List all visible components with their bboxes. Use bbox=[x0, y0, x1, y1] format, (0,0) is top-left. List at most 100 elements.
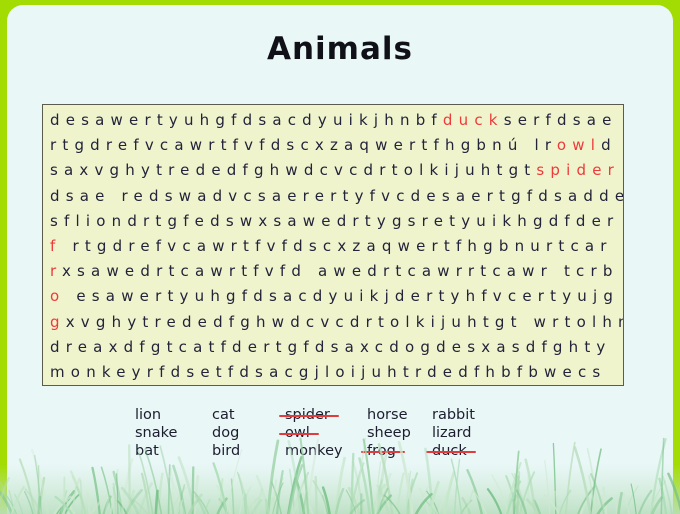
grass-blade bbox=[515, 489, 528, 514]
puzzle-letters: serfdsae bbox=[503, 111, 618, 129]
worksheet-page: Animals desawertyuhgfdsacdyuikjhnbfducks… bbox=[7, 5, 673, 514]
grass-blade bbox=[0, 476, 10, 506]
word-list-item: horse bbox=[367, 407, 408, 423]
grass-blade bbox=[376, 450, 388, 514]
grass-blade bbox=[8, 490, 15, 514]
puzzle-row: dsae redswadvcsaerertyfvcdesaertgfdsadde bbox=[50, 184, 623, 209]
grass-blade bbox=[472, 490, 487, 514]
grass-blade bbox=[53, 495, 72, 514]
found-word-letters: o bbox=[50, 287, 66, 306]
grass-blade bbox=[271, 482, 284, 514]
grass-blade bbox=[287, 464, 304, 514]
grass-blade bbox=[377, 443, 394, 514]
grass-blade bbox=[349, 462, 365, 514]
grass-blade bbox=[140, 472, 151, 514]
grass-blade bbox=[544, 460, 551, 514]
puzzle-row: o esawertyuhgfdsacdyuikjdertyhfvcertyujg bbox=[50, 284, 623, 309]
grass-blade bbox=[71, 485, 77, 514]
grass-blade bbox=[622, 492, 630, 514]
puzzle-letters: desawertyuhgfdsacdyuikjhnbf bbox=[50, 111, 443, 129]
grass-blade bbox=[292, 482, 305, 514]
grass-blade bbox=[24, 488, 43, 514]
grass-blade bbox=[453, 458, 461, 514]
word-list-item: bat bbox=[135, 442, 159, 459]
word-list-item: rabbit bbox=[432, 407, 475, 423]
puzzle-row: desawertyuhgfdsacdyuikjhnbfduckserfdsae bbox=[50, 108, 623, 133]
grass-blade bbox=[4, 493, 18, 514]
puzzle-letters: xsawedrtcawrtfvfd awedrtcawrrtcawr tcrb bbox=[61, 262, 619, 281]
grass-blade bbox=[376, 494, 393, 514]
word-list-item: lion bbox=[135, 407, 162, 423]
grass-blade bbox=[624, 485, 639, 514]
grass-blade bbox=[79, 480, 84, 514]
word-list-item: sheep bbox=[367, 424, 411, 441]
grass-blade bbox=[395, 472, 405, 514]
grass-blade bbox=[0, 481, 12, 514]
grass-blade bbox=[577, 485, 596, 514]
grass-blade bbox=[10, 485, 25, 514]
grass-blade bbox=[658, 477, 668, 514]
grass-blade bbox=[428, 481, 440, 514]
grass-blade bbox=[226, 449, 243, 514]
grass-blade bbox=[191, 466, 195, 514]
grass-blade bbox=[31, 448, 49, 514]
grass-blade bbox=[120, 458, 134, 514]
found-word-letters: owl bbox=[556, 136, 602, 155]
grass-blade bbox=[169, 467, 177, 514]
grass-blade bbox=[558, 489, 571, 514]
word-list-item: lizard bbox=[432, 424, 472, 441]
grass-blade bbox=[443, 471, 456, 514]
grass-blade bbox=[112, 470, 124, 514]
puzzle-letters: rtgdrefvcawrtfvfdscxzaqwertfhgbnurtcar bbox=[61, 236, 613, 255]
grass-blade bbox=[334, 456, 346, 514]
found-word-letters: g bbox=[50, 312, 66, 331]
found-word-letters: spider bbox=[536, 161, 621, 180]
grass-blade bbox=[86, 491, 91, 514]
word-list-item-found: duck bbox=[426, 442, 476, 459]
grass-blade bbox=[159, 445, 175, 514]
grass-blade bbox=[104, 496, 110, 514]
word-list-item: monkey bbox=[285, 442, 343, 459]
grass-blade bbox=[573, 446, 592, 514]
word-list-column: spider owl monkey bbox=[279, 407, 343, 460]
grass-blade bbox=[266, 439, 280, 514]
grass-blade bbox=[648, 480, 667, 514]
grass-blade bbox=[112, 482, 117, 514]
grass-blade bbox=[588, 475, 596, 514]
puzzle-letters: rtgdrefvcawrtfvfdscxzaqwertfhgbnú lr bbox=[50, 136, 557, 155]
puzzle-row: rxsawedrtcawrtfvfd awedrtcawrrtcawr tcrb bbox=[50, 259, 623, 284]
grass-blade bbox=[230, 478, 235, 514]
word-list-column: rabbit lizard duck bbox=[426, 407, 476, 460]
puzzle-letters: d bbox=[601, 136, 617, 155]
grass-blade bbox=[661, 475, 673, 514]
grass-blade bbox=[112, 486, 120, 514]
grass-blade bbox=[172, 464, 187, 514]
found-word-letters: r bbox=[50, 262, 62, 281]
word-list-item: cat bbox=[212, 407, 235, 423]
grass-blade bbox=[167, 464, 171, 514]
grass-blade bbox=[590, 448, 602, 514]
grass-blade bbox=[188, 493, 203, 514]
puzzle-letters: saxvghytrededfghwdcvcdrtolkijuhtgt bbox=[50, 161, 537, 180]
word-list-item-found: spider bbox=[279, 407, 339, 423]
grass-blade bbox=[352, 460, 365, 514]
grass-blade bbox=[667, 472, 680, 512]
word-list-column: lion snake bat bbox=[135, 407, 177, 460]
grass-blade bbox=[120, 486, 140, 514]
grass-blade bbox=[137, 482, 153, 514]
puzzle-letters: monkeyrfdsetfdsacgjloijuhtrdedfhbfbwecs bbox=[50, 362, 607, 381]
grass-blade bbox=[617, 491, 623, 514]
grass-blade bbox=[314, 475, 318, 514]
grass-blade bbox=[194, 494, 206, 514]
grass-blade bbox=[334, 487, 345, 514]
grass-blade bbox=[54, 495, 74, 514]
grass-blade bbox=[660, 437, 665, 514]
grass-blade bbox=[600, 495, 606, 514]
puzzle-row: saxvghytrededfghwdcvcdrtolkijuhtgtspider bbox=[50, 158, 623, 183]
grass-blade bbox=[18, 458, 36, 514]
grass-blade bbox=[128, 444, 131, 514]
grass-blade bbox=[255, 474, 271, 514]
grass-blade bbox=[596, 497, 613, 514]
word-list-item: snake bbox=[135, 424, 178, 441]
grass-blade bbox=[156, 472, 164, 514]
